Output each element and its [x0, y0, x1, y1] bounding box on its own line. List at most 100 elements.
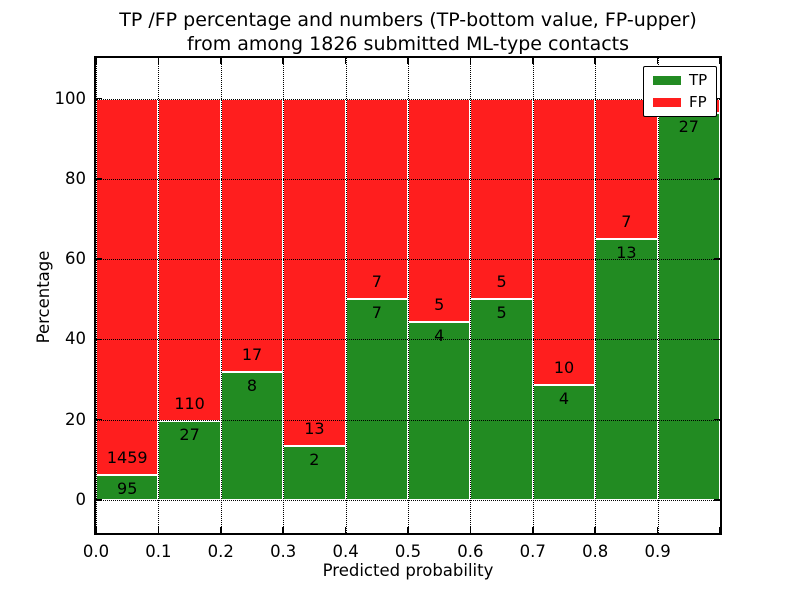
x-tick-mark	[594, 527, 596, 533]
bar-label-fp: 5	[434, 294, 445, 314]
vertical-gridline	[657, 58, 659, 533]
x-tick-mark	[157, 527, 160, 533]
x-tick-mark	[282, 58, 284, 64]
bar-segment-tp	[158, 420, 221, 500]
x-tick-mark	[344, 527, 347, 533]
vertical-gridline	[345, 58, 347, 533]
vertical-gridline	[408, 58, 409, 533]
legend-entry-fp: FP	[653, 95, 707, 110]
x-tick-mark	[656, 58, 659, 64]
x-tick-mark	[469, 527, 472, 533]
y-tick-label: 20	[65, 409, 86, 429]
tp-color-swatch-icon	[653, 76, 681, 85]
x-tick-mark	[656, 527, 659, 533]
legend-entry-tp: TP	[653, 73, 707, 88]
bar-segment-tp	[220, 371, 284, 500]
x-tick-label: 0.1	[145, 542, 172, 561]
y-tick-mark	[714, 499, 720, 501]
x-axis-label: Predicted probability	[322, 561, 494, 580]
x-tick-mark	[220, 58, 222, 64]
bar-label-tp: 4	[434, 325, 445, 345]
y-tick-mark	[714, 258, 720, 260]
tick-marks-layer	[95, 58, 721, 533]
y-tick-mark	[96, 178, 102, 180]
x-tick-label: 0.2	[207, 542, 234, 561]
y-tick-mark	[96, 97, 102, 100]
bar-label-tp: 95	[117, 479, 138, 499]
x-tick-mark	[95, 58, 97, 64]
bar-label-fp: 110	[174, 393, 205, 413]
y-tick-label: 60	[65, 249, 86, 269]
x-tick-mark	[157, 58, 160, 64]
vertical-gridline	[532, 58, 534, 533]
y-tick-mark	[96, 258, 102, 260]
bar-segment-tp	[408, 321, 471, 500]
bar-label-tp: 8	[246, 375, 258, 395]
y-tick-mark	[96, 418, 102, 421]
x-tick-label: 0.3	[270, 542, 297, 561]
bar-segment-tp	[657, 112, 720, 500]
x-tick-mark	[220, 527, 222, 533]
bar-label-fp: 1459	[106, 448, 148, 468]
vertical-gridline	[470, 58, 472, 533]
x-tick-mark	[469, 58, 472, 64]
x-tick-mark	[719, 527, 721, 533]
bar-label-fp: 5	[496, 272, 507, 292]
bar-label-fp: 13	[304, 419, 325, 439]
y-tick-mark	[96, 499, 102, 501]
x-tick-mark	[594, 58, 596, 64]
bar-label-tp: 27	[179, 424, 200, 444]
vertical-gridline	[158, 58, 160, 533]
bar-label-fp: 7	[371, 272, 382, 292]
legend-label-fp: FP	[689, 93, 707, 111]
bar-segment-fp	[408, 98, 471, 322]
bar-label-fp: 10	[553, 358, 575, 378]
y-tick-mark	[96, 338, 102, 341]
bar-segment-tp	[283, 446, 346, 500]
x-tick-mark	[95, 527, 97, 533]
x-tick-label: 0.7	[519, 542, 546, 561]
x-tick-mark	[719, 58, 721, 64]
x-tick-mark	[282, 527, 284, 533]
y-tick-mark	[714, 338, 720, 341]
plot-area: 1459 95 110 27 17 8 13 2 7 7 5 4 5 5 10 4 7 13 27 TP FP	[94, 56, 722, 535]
x-tick-label: 0.4	[332, 542, 359, 561]
y-tick-label: 0	[75, 490, 87, 509]
x-tick-label: 0.9	[644, 542, 671, 561]
bar-label-tp: 7	[371, 303, 382, 323]
bar-segment-tp	[532, 385, 596, 500]
y-tick-label: 40	[65, 329, 86, 349]
bar-label-tp: 4	[558, 389, 570, 409]
x-tick-mark	[532, 527, 534, 533]
vertical-gridline	[96, 58, 97, 533]
grid-layer	[96, 58, 721, 533]
bar-label-tp: 5	[496, 303, 507, 323]
x-tick-label: 0.6	[457, 542, 484, 561]
x-tick-mark	[407, 527, 409, 533]
vertical-gridline	[220, 58, 222, 533]
x-tick-mark	[344, 58, 347, 64]
y-tick-label: 80	[65, 168, 86, 188]
bar-segment-tp	[345, 299, 408, 500]
vertical-gridline	[720, 58, 721, 533]
fp-color-swatch-icon	[653, 98, 681, 107]
x-tick-label: 0.0	[82, 542, 110, 561]
x-tick-mark	[532, 58, 534, 64]
y-tick-label: 100	[54, 88, 87, 108]
y-tick-mark	[714, 178, 720, 180]
bar-label-tp: 2	[309, 450, 320, 470]
legend: TP FP	[643, 66, 718, 117]
y-tick-mark	[714, 418, 720, 421]
x-tick-label: 0.8	[582, 542, 609, 561]
vertical-gridline	[595, 58, 597, 533]
bar-label-tp: 27	[678, 116, 699, 136]
x-tick-label: 0.5	[394, 542, 422, 561]
vertical-gridline	[283, 58, 285, 533]
chart-title-line1: TP /FP percentage and numbers (TP-bottom…	[119, 9, 697, 31]
bar-label-fp: 7	[621, 212, 632, 232]
bar-label-fp: 17	[241, 344, 263, 364]
chart-title: TP /FP percentage and numbers (TP-bottom…	[16, 8, 800, 56]
y-axis-label: Percentage	[34, 250, 53, 344]
legend-label-tp: TP	[689, 71, 708, 89]
